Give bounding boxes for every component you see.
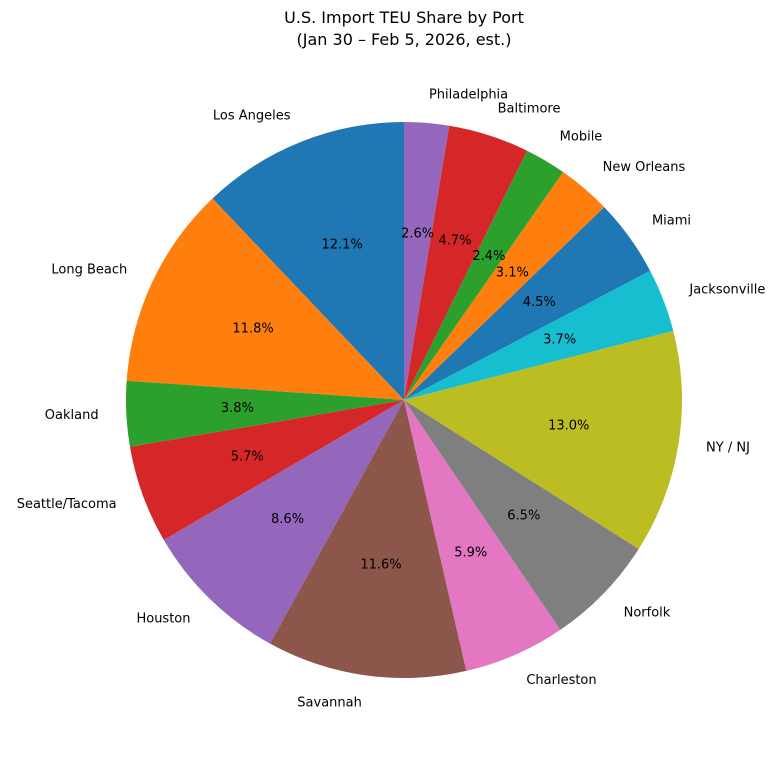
pie-slice-jacksonville	[404, 270, 674, 400]
pie-slice-labels: Los Angeles Long Beach Oakland Seattle/Taco…	[17, 88, 766, 711]
percent-label-charleston: 5.9%	[454, 545, 487, 560]
slice-label-ny-nj: NY / NJ	[706, 440, 750, 455]
pie-slice-new-orleans	[404, 172, 605, 400]
slice-label-new-orleans: New Orleans	[603, 160, 686, 175]
percent-label-norfolk: 6.5%	[507, 509, 540, 524]
chart-title: U.S. Import TEU Share by Port (Jan 30 – …	[284, 8, 524, 49]
pie-slice-miami	[404, 207, 651, 400]
percent-label-oakland: 3.8%	[221, 401, 254, 416]
percent-label-jacksonville: 3.7%	[543, 333, 576, 348]
percent-label-los-angeles: 12.1%	[321, 238, 362, 253]
pie-slice-savannah	[270, 400, 467, 679]
percent-label-new-orleans: 3.1%	[496, 266, 529, 281]
pie-slice-los-angeles	[212, 122, 404, 400]
pie-slices	[126, 122, 682, 679]
pie-slice-charleston	[404, 400, 561, 671]
slice-label-norfolk: Norfolk	[624, 605, 671, 620]
pie-slice-oakland	[126, 380, 405, 447]
chart-title-line-1: U.S. Import TEU Share by Port	[284, 8, 524, 27]
pie-slice-ny-nj	[404, 330, 682, 549]
slice-label-baltimore: Baltimore	[498, 101, 561, 116]
percent-label-houston: 8.6%	[271, 512, 304, 527]
percent-label-miami: 4.5%	[523, 295, 556, 310]
percent-label-savannah: 11.6%	[360, 558, 401, 573]
slice-label-miami: Miami	[652, 214, 691, 229]
slice-label-houston: Houston	[136, 611, 190, 626]
percent-label-seattle-tacoma: 5.7%	[231, 449, 264, 464]
slice-label-philadelphia: Philadelphia	[429, 88, 508, 103]
percent-label-philadelphia: 2.6%	[401, 226, 434, 241]
pie-slice-houston	[163, 400, 404, 644]
pie-percent-labels: 12.1% 11.8% 3.8% 5.7% 8.6% 11.6% 5.9% 6.5% 13.0%…	[221, 226, 590, 572]
pie-slice-philadelphia	[404, 122, 450, 400]
pie-slice-mobile	[404, 150, 564, 400]
percent-label-mobile: 2.4%	[472, 249, 505, 264]
slice-label-charleston: Charleston	[526, 673, 596, 688]
pie-slice-norfolk	[404, 400, 639, 630]
slice-label-oakland: Oakland	[45, 408, 99, 423]
slice-label-seattle-tacoma: Seattle/Tacoma	[17, 497, 117, 512]
percent-label-long-beach: 11.8%	[232, 321, 273, 336]
slice-label-mobile: Mobile	[560, 129, 603, 144]
slice-label-los-angeles: Los Angeles	[213, 109, 291, 124]
chart-title-line-2: (Jan 30 – Feb 5, 2026, est.)	[297, 30, 512, 49]
slice-label-long-beach: Long Beach	[51, 262, 127, 277]
pie-slice-baltimore	[404, 125, 528, 401]
percent-label-ny-nj: 13.0%	[548, 419, 589, 434]
slice-label-jacksonville: Jacksonville	[688, 283, 765, 298]
pie-slice-long-beach	[126, 198, 404, 400]
slice-label-savannah: Savannah	[297, 695, 362, 710]
percent-label-baltimore: 4.7%	[439, 234, 472, 249]
pie-slice-seattle-tacoma	[129, 400, 405, 541]
